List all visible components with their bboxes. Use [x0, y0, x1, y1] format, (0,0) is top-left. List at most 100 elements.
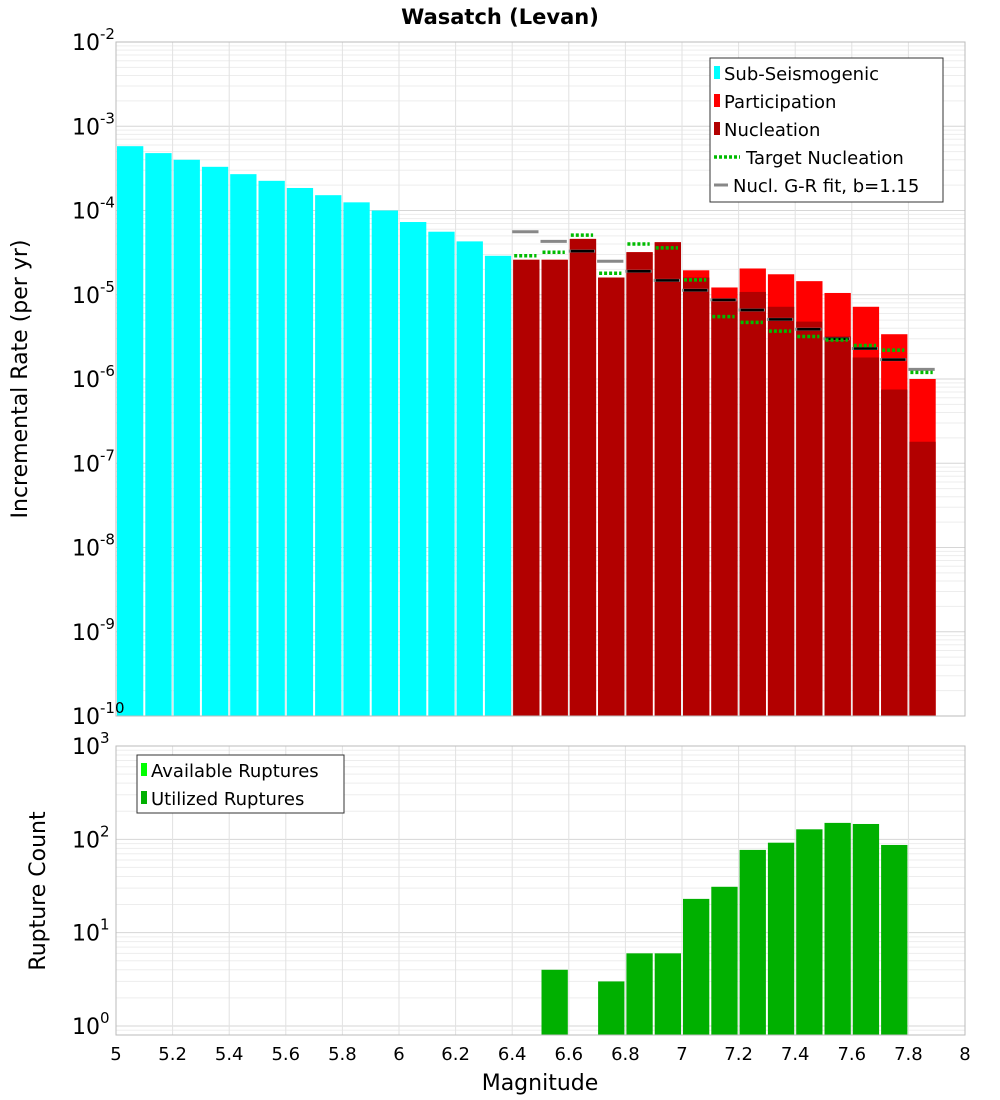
- bottom-y-tick-label: 102: [72, 822, 110, 853]
- x-tick-label: 6.4: [498, 1044, 527, 1065]
- legend-label-nucleation: Nucleation: [724, 120, 820, 141]
- tick-exponent: -10: [100, 699, 125, 717]
- bar-sub-seismogenic: [201, 166, 229, 717]
- tick-base: 10: [72, 537, 100, 562]
- legend-label-nucl-g-r-fit-b-1-15: Nucl. G-R fit, b=1.15: [733, 176, 919, 197]
- bottom-y-tick-label: 103: [72, 729, 110, 760]
- x-tick-label: 7.8: [894, 1044, 923, 1065]
- top-y-tick-label: 10-8: [72, 531, 115, 562]
- tick-base: 10: [72, 284, 100, 309]
- tick-base: 10: [72, 1015, 100, 1040]
- bar-utilized-ruptures: [767, 842, 795, 1035]
- top-markers: [512, 230, 935, 375]
- bottom-legend-box: [136, 754, 345, 814]
- bar-utilized-ruptures: [796, 829, 823, 1035]
- tick-exponent: -5: [100, 278, 115, 296]
- bar-utilized-ruptures: [852, 823, 880, 1035]
- tick-exponent: -9: [100, 615, 115, 633]
- tick-base: 10: [72, 735, 100, 760]
- top-legend: Sub-Seismogenic Participation Nucleation Ta…: [709, 57, 944, 203]
- x-tick-label: 6: [393, 1044, 404, 1065]
- tick-exponent: 2: [100, 822, 110, 840]
- bar-utilized-ruptures: [881, 844, 908, 1035]
- tick-base: 10: [72, 452, 100, 477]
- tick-base: 10: [72, 115, 100, 140]
- top-y-axis-label: Incremental Rate (per yr): [8, 240, 33, 519]
- bar-utilized-ruptures: [711, 886, 738, 1035]
- bar-nucleation: [909, 441, 936, 716]
- bar-sub-seismogenic: [371, 210, 398, 716]
- x-tick-label: 8: [959, 1044, 970, 1065]
- x-tick-labels: 5 5.2 5.4 5.6 5.8 6 6.2 6.4 6.6 6.8 7 7.2 7.4 7.6 7.8 8: [110, 1044, 970, 1065]
- legend-swatch-available-ruptures: [141, 763, 147, 776]
- legend-swatch-participation: [714, 94, 720, 107]
- top-plot-frame: [115, 41, 966, 717]
- bar-nucleation: [739, 291, 766, 716]
- tick-exponent: -2: [100, 25, 115, 43]
- bar-nucleation: [598, 277, 625, 716]
- bar-sub-seismogenic: [343, 202, 370, 716]
- top-y-tick-label: 10-5: [72, 278, 115, 309]
- bar-sub-seismogenic: [145, 153, 172, 717]
- top-bars: [117, 146, 936, 717]
- bar-sub-seismogenic: [428, 231, 455, 717]
- x-tick-label: 7.2: [724, 1044, 753, 1065]
- top-y-tick-label: 10-10: [72, 699, 125, 730]
- x-tick-label: 5.8: [328, 1044, 357, 1065]
- bar-sub-seismogenic: [484, 255, 512, 716]
- top-y-tick-label: 10-3: [72, 109, 115, 140]
- tick-base: 10: [72, 922, 100, 947]
- bar-nucleation: [767, 306, 795, 716]
- tick-exponent: 3: [100, 729, 110, 747]
- tick-base: 10: [72, 31, 100, 56]
- legend-label-sub-seismogenic: Sub-Seismogenic: [724, 64, 879, 85]
- x-tick-label: 6.8: [611, 1044, 640, 1065]
- top-legend-box: [709, 57, 944, 203]
- bar-utilized-ruptures: [626, 953, 653, 1035]
- top-y-tick-label: 10-7: [72, 446, 115, 477]
- bar-nucleation: [852, 357, 880, 716]
- bar-nucleation: [626, 252, 653, 717]
- x-tick-label: 5.6: [271, 1044, 300, 1065]
- bar-sub-seismogenic: [315, 195, 342, 716]
- tick-base: 10: [72, 621, 100, 646]
- x-tick-label: 6.2: [441, 1044, 470, 1065]
- bar-sub-seismogenic: [400, 222, 427, 716]
- bar-nucleation: [796, 321, 823, 716]
- x-tick-label: 5.2: [158, 1044, 187, 1065]
- legend-label-utilized-ruptures: Utilized Ruptures: [151, 789, 304, 810]
- bar-utilized-ruptures: [541, 969, 568, 1035]
- bar-sub-seismogenic: [230, 174, 257, 717]
- bar-nucleation: [541, 259, 568, 716]
- x-tick-label: 5.4: [215, 1044, 244, 1065]
- top-y-tick-label: 10-9: [72, 615, 115, 646]
- legend-swatch-utilized-ruptures: [141, 791, 147, 804]
- tick-exponent: -8: [100, 531, 115, 549]
- top-y-tick-label: 10-6: [72, 362, 115, 393]
- tick-base: 10: [72, 368, 100, 393]
- tick-exponent: 1: [100, 916, 110, 934]
- legend-swatch-nucleation: [714, 122, 720, 135]
- tick-exponent: -6: [100, 362, 115, 380]
- x-tick-label: 7.6: [837, 1044, 866, 1065]
- legend-label-available-ruptures: Available Ruptures: [151, 761, 319, 782]
- legend-label-target-nucleation: Target Nucleation: [745, 148, 904, 169]
- legend-label-participation: Participation: [724, 92, 836, 113]
- tick-exponent: -4: [100, 194, 115, 212]
- x-tick-label: 6.6: [554, 1044, 583, 1065]
- top-y-tick-label: 10-2: [72, 25, 115, 56]
- bar-sub-seismogenic: [456, 241, 483, 716]
- bar-sub-seismogenic: [286, 187, 314, 716]
- tick-exponent: -3: [100, 109, 115, 127]
- tick-base: 10: [72, 200, 100, 225]
- bar-sub-seismogenic: [173, 159, 200, 717]
- bar-nucleation: [569, 238, 597, 716]
- x-tick-label: 7.4: [781, 1044, 810, 1065]
- top-y-tick-label: 10-4: [72, 194, 115, 225]
- bar-sub-seismogenic: [117, 146, 144, 716]
